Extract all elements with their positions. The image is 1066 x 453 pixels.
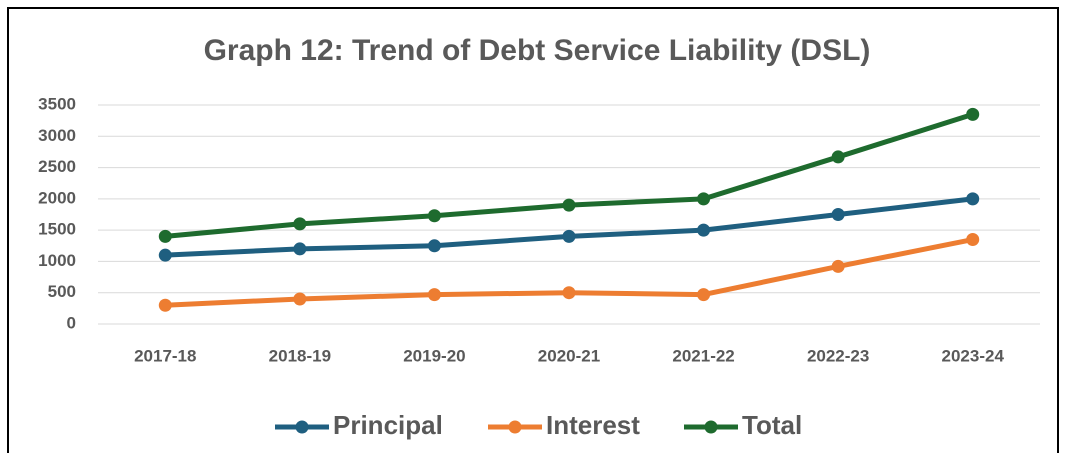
marker xyxy=(427,239,441,253)
marker xyxy=(427,209,441,223)
marker xyxy=(293,292,307,306)
marker xyxy=(831,259,845,273)
marker xyxy=(158,298,172,312)
chart-title: Graph 12: Trend of Debt Service Liabilit… xyxy=(204,34,871,67)
legend-marker xyxy=(508,420,522,434)
y-tick-label: 0 xyxy=(67,313,76,332)
y-tick-label: 1500 xyxy=(38,220,76,239)
x-tick-label: 2019-20 xyxy=(403,346,465,365)
marker xyxy=(966,233,980,247)
legend-marker xyxy=(295,420,309,434)
y-tick-label: 500 xyxy=(48,282,76,301)
marker xyxy=(831,208,845,221)
marker xyxy=(697,223,711,237)
marker xyxy=(831,150,845,164)
marker xyxy=(966,107,980,121)
x-tick-label: 2023-24 xyxy=(942,346,1005,365)
marker xyxy=(293,217,307,231)
marker xyxy=(562,286,576,300)
legend-label: Interest xyxy=(546,410,640,440)
y-tick-label: 3500 xyxy=(38,94,76,113)
y-tick-label: 2000 xyxy=(38,188,76,207)
x-tick-label: 2022-23 xyxy=(807,346,869,365)
y-tick-label: 3000 xyxy=(38,126,76,145)
legend-label: Principal xyxy=(333,410,443,440)
x-tick-label: 2017-18 xyxy=(134,346,196,365)
marker xyxy=(427,288,441,302)
marker xyxy=(562,198,576,212)
marker xyxy=(158,248,172,262)
x-tick-label: 2018-19 xyxy=(269,346,331,365)
x-tick-label: 2021-22 xyxy=(672,346,734,365)
marker xyxy=(697,192,711,206)
marker xyxy=(966,192,980,206)
marker xyxy=(158,229,172,243)
y-tick-label: 2500 xyxy=(38,157,76,176)
legend-marker xyxy=(704,420,718,434)
x-tick-label: 2020-21 xyxy=(538,346,600,365)
marker xyxy=(697,288,711,302)
marker xyxy=(562,229,576,243)
marker xyxy=(293,242,307,256)
y-tick-label: 1000 xyxy=(38,251,76,270)
legend-label: Total xyxy=(742,410,802,440)
